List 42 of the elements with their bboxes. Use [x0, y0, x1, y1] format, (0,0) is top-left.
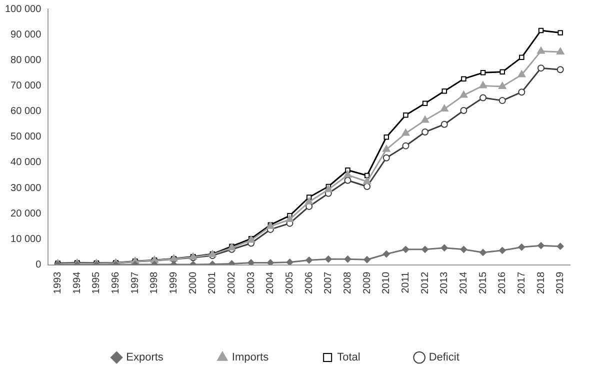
x-tick-label: 2003: [246, 271, 257, 294]
x-tick-label: 2006: [304, 271, 315, 294]
x-tick-label: 2013: [439, 271, 450, 294]
legend-label: Deficit: [428, 352, 460, 364]
x-tick-label: 1999: [168, 271, 180, 294]
x-tick-label: 1997: [130, 271, 141, 294]
x-tick-label: 1994: [72, 271, 83, 294]
x-tick-label: 2014: [458, 271, 470, 294]
y-tick-label: 10 000: [10, 234, 42, 245]
x-tick-label: 2015: [478, 271, 489, 294]
x-tick-label: 2008: [342, 271, 354, 294]
x-tick-label: 2007: [323, 271, 334, 294]
x-tick-label: 2004: [265, 271, 276, 294]
x-tick-label: 2010: [381, 271, 392, 294]
x-tick-label: 2002: [226, 271, 238, 294]
x-tick-label: 2017: [516, 271, 528, 294]
x-tick-label: 2000: [188, 271, 199, 294]
y-tick-label: 90 000: [10, 29, 42, 40]
legend-label: Imports: [232, 352, 270, 364]
x-tick-label: 2005: [284, 271, 296, 294]
y-tick-label: 30 000: [10, 182, 42, 194]
y-tick-label: 0: [36, 260, 42, 271]
y-tick-label: 60 000: [10, 106, 42, 118]
x-tick-label: 2001: [207, 271, 218, 294]
y-tick-label: 20 000: [10, 208, 42, 220]
y-tick-label: 100 000: [4, 4, 42, 15]
x-tick-label: 1995: [91, 271, 102, 294]
x-tick-label: 2009: [362, 271, 373, 294]
legend-label: Exports: [126, 352, 164, 364]
y-tick-label: 40 000: [10, 157, 42, 168]
x-tick-label: 1996: [110, 271, 122, 294]
x-tick-label: 1993: [52, 271, 64, 294]
y-tick-label: 70 000: [10, 80, 42, 92]
x-tick-label: 2019: [555, 271, 566, 294]
legend-label: Total: [337, 352, 360, 364]
x-tick-label: 2018: [536, 271, 547, 294]
x-tick-label: 1998: [149, 271, 160, 294]
x-tick-label: 2011: [400, 271, 412, 294]
y-tick-label: 50 000: [10, 132, 42, 143]
x-tick-label: 2012: [420, 271, 431, 294]
y-tick-label: 80 000: [10, 54, 42, 66]
x-tick-label: 2016: [497, 271, 508, 294]
